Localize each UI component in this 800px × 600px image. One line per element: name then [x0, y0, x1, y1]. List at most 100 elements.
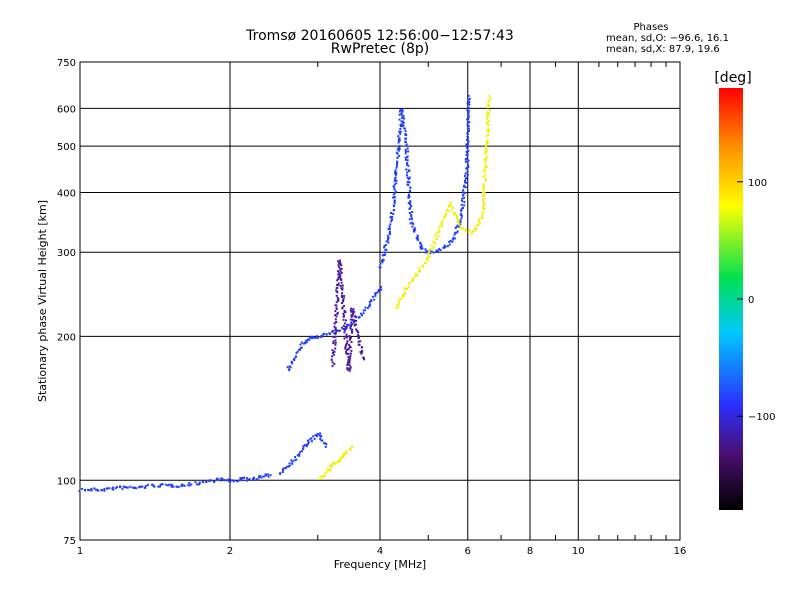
data-point [410, 214, 413, 216]
data-point [322, 332, 325, 335]
data-point [119, 486, 122, 489]
data-point [220, 477, 223, 480]
data-point [343, 331, 346, 334]
data-point [289, 366, 292, 369]
data-point [431, 248, 434, 251]
data-point [460, 212, 463, 215]
data-point [403, 291, 406, 294]
data-point [342, 452, 345, 455]
data-point [135, 487, 138, 490]
data-point [483, 191, 486, 194]
data-point [305, 445, 308, 448]
data-point [404, 156, 407, 159]
data-point [139, 485, 141, 488]
data-point [485, 135, 488, 138]
data-point [483, 166, 486, 169]
data-point [381, 261, 384, 264]
data-point [466, 132, 469, 135]
data-point [404, 150, 407, 153]
data-point [363, 358, 366, 361]
data-point [461, 227, 464, 230]
data-point [408, 176, 411, 179]
data-point [405, 174, 408, 177]
data-point [338, 259, 341, 262]
data-point [335, 315, 338, 318]
data-point [485, 147, 488, 150]
data-point [243, 476, 246, 479]
data-point [350, 310, 353, 313]
data-point [237, 479, 240, 482]
data-point [229, 480, 232, 483]
data-point [393, 202, 396, 205]
data-point [395, 306, 398, 309]
data-point [459, 219, 462, 222]
data-point [482, 194, 484, 197]
data-point [452, 211, 455, 214]
data-point [432, 240, 435, 243]
data-point [331, 361, 334, 364]
data-point [164, 483, 167, 486]
data-point [464, 172, 467, 175]
data-point [406, 180, 409, 183]
data-point [467, 127, 470, 130]
data-point [392, 213, 395, 215]
data-point [313, 336, 316, 339]
data-point [324, 472, 327, 475]
colorbar-tick-label: −100 [748, 412, 775, 423]
data-point [361, 351, 364, 354]
data-point [292, 358, 295, 361]
data-point [347, 355, 350, 358]
data-point [456, 224, 459, 227]
data-point [463, 184, 466, 187]
data-point [290, 361, 293, 363]
data-point [404, 158, 407, 161]
data-point [405, 168, 408, 171]
data-point [125, 486, 128, 489]
data-point [129, 485, 132, 488]
data-point [398, 113, 401, 116]
data-point [467, 118, 470, 121]
data-point [366, 307, 369, 310]
data-point [417, 269, 420, 272]
data-point [460, 209, 463, 212]
data-point [318, 434, 321, 437]
data-point [448, 204, 451, 206]
data-point [340, 287, 343, 290]
data-point [311, 440, 313, 443]
data-point [224, 479, 227, 482]
data-point [182, 484, 185, 487]
data-point [489, 97, 492, 100]
data-point [393, 180, 396, 182]
data-point [349, 318, 352, 321]
data-point [398, 297, 401, 300]
data-point [339, 276, 341, 279]
data-point [337, 260, 340, 263]
data-point [485, 156, 488, 159]
data-point [362, 309, 365, 312]
data-point [483, 200, 486, 203]
data-point [450, 209, 453, 212]
data-point [468, 100, 471, 103]
data-point [482, 170, 485, 173]
data-point [393, 196, 396, 198]
data-point [419, 270, 422, 273]
data-point [336, 291, 339, 294]
data-point [398, 145, 401, 147]
data-point [345, 449, 348, 452]
data-point [487, 123, 490, 126]
data-point [340, 271, 343, 274]
data-point [487, 99, 490, 102]
data-point [481, 191, 484, 194]
data-point [334, 321, 337, 324]
data-point [346, 325, 349, 328]
data-point [332, 336, 335, 338]
data-point [84, 489, 87, 492]
data-point [347, 323, 350, 326]
data-point [351, 330, 354, 333]
data-point [336, 311, 339, 314]
data-point [394, 170, 397, 173]
data-point [311, 337, 313, 340]
data-point [320, 475, 323, 478]
data-point [291, 462, 294, 465]
